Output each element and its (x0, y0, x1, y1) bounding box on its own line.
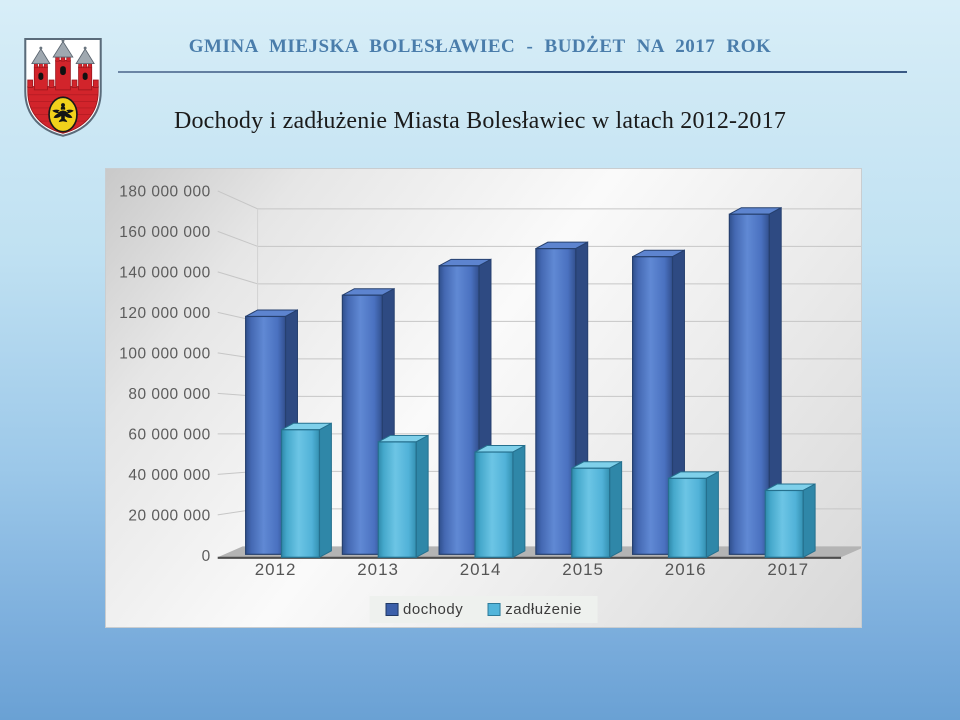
boleslawiec-crest-icon (24, 38, 102, 137)
y-axis-tick-label: 160 000 000 (119, 224, 210, 241)
x-axis-category-label: 2014 (460, 560, 502, 579)
header-divider (118, 71, 907, 73)
chart-panel: 0 20 000 000 40 000 000 60 000 000 80 000 00… (105, 168, 862, 628)
bar-zadłużenie-2012 (280, 422, 332, 559)
x-axis-category-label: 2017 (767, 560, 809, 579)
legend-item-zadłużenie: zadłużenie (487, 601, 582, 618)
crest-towers (31, 39, 95, 91)
x-axis-category-label: 2016 (665, 560, 707, 579)
bar-zadłużenie-2015 (571, 460, 623, 559)
bar-group-2012 (245, 309, 332, 559)
bar-dochody-2017 (728, 206, 782, 556)
x-axis-category-label: 2013 (357, 560, 399, 579)
x-axis-category-label: 2012 (255, 560, 297, 579)
bar-group-2017 (728, 206, 816, 559)
bar-dochody-2015 (535, 241, 589, 556)
y-axis-tick-label: 20 000 000 (128, 507, 210, 524)
bar-group-2014 (438, 258, 526, 559)
y-axis-tick-label: 80 000 000 (128, 386, 210, 403)
bar-chart: 0 20 000 000 40 000 000 60 000 000 80 000 00… (119, 183, 861, 579)
bar-group-2015 (535, 241, 623, 559)
x-axis-category-label: 2015 (562, 560, 604, 579)
bar-zadłużenie-2016 (667, 471, 719, 559)
bar-zadłużenie-2013 (377, 434, 429, 559)
legend-label: dochody (403, 601, 464, 618)
legend-label: zadłużenie (505, 601, 582, 618)
page-title: Dochody i zadłużenie Miasta Bolesławiec … (173, 108, 787, 134)
bar-zadłużenie-2014 (474, 444, 526, 559)
y-axis-tick-label: 60 000 000 (128, 426, 210, 443)
bar-group-2016 (632, 249, 719, 559)
y-axis-tick-label: 120 000 000 (119, 305, 210, 322)
y-axis-tick-label: 180 000 000 (119, 183, 210, 200)
y-axis-tick-label: 0 (202, 548, 211, 565)
gridline (217, 190, 861, 210)
legend-swatch-zadłużenie (487, 603, 501, 616)
y-axis-tick-label: 40 000 000 (128, 467, 210, 484)
bar-zadłużenie-2017 (764, 483, 816, 559)
bar-group-2013 (341, 287, 429, 559)
header-title: GMINA MIEJSKA BOLESŁAWIEC - BUDŻET NA 20… (188, 36, 772, 57)
legend-item-dochody: dochody (385, 601, 463, 618)
crest-eagle-emblem (48, 96, 78, 133)
legend-swatch-dochody (385, 603, 399, 616)
y-axis-tick-label: 140 000 000 (119, 264, 210, 281)
chart-legend: dochody zadłużenie (369, 596, 598, 623)
y-axis-tick-label: 100 000 000 (119, 345, 210, 362)
